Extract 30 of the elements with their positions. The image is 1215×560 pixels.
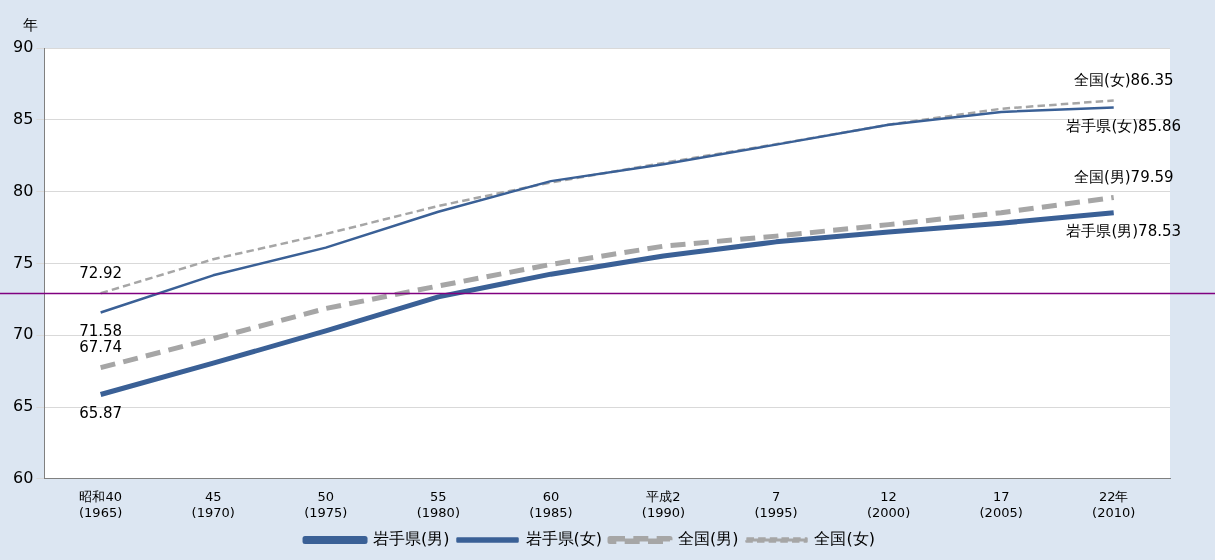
x-tick-label: 45 (1970)	[191, 488, 235, 520]
legend-label: 全国(男)	[678, 529, 739, 549]
y-tick-label: 75	[13, 252, 34, 272]
annotation: 全国(男)79.59	[1073, 167, 1174, 186]
x-tick-label: 7 (1995)	[754, 488, 798, 520]
x-tick-label: 12 (2000)	[866, 488, 911, 520]
x-tick-label: 昭和40 (1965)	[79, 488, 123, 520]
x-tick-label: 60 (1985)	[529, 488, 573, 520]
y-tick-label: 65	[13, 396, 34, 416]
x-tick-label: 22年 (2010)	[1092, 488, 1136, 520]
y-tick-label: 90	[13, 37, 34, 57]
legend-label: 岩手県(女)	[525, 529, 602, 549]
legend-label: 全国(女)	[814, 529, 875, 549]
y-axis-title: 年	[22, 15, 38, 34]
annotation: 71.58	[79, 321, 123, 340]
y-tick-label: 85	[13, 108, 34, 128]
x-tick-label: 17 (2005)	[979, 488, 1023, 520]
y-tick-label: 60	[13, 467, 34, 487]
annotation: 67.74	[79, 338, 123, 357]
annotation: 岩手県(女)85.86	[1066, 116, 1182, 135]
x-tick-label: 55 (1980)	[416, 488, 460, 520]
annotation: 72.92	[79, 263, 123, 282]
annotation: 全国(女)86.35	[1073, 70, 1174, 89]
x-tick-label: 50 (1975)	[304, 488, 348, 520]
y-tick-label: 80	[13, 180, 34, 200]
legend-label: 岩手県(男)	[373, 529, 450, 549]
x-tick-label: 平成2 (1990)	[641, 488, 686, 520]
y-tick-label: 70	[13, 324, 34, 344]
annotation: 65.87	[79, 403, 123, 422]
annotation: 岩手県(男)78.53	[1066, 222, 1182, 241]
